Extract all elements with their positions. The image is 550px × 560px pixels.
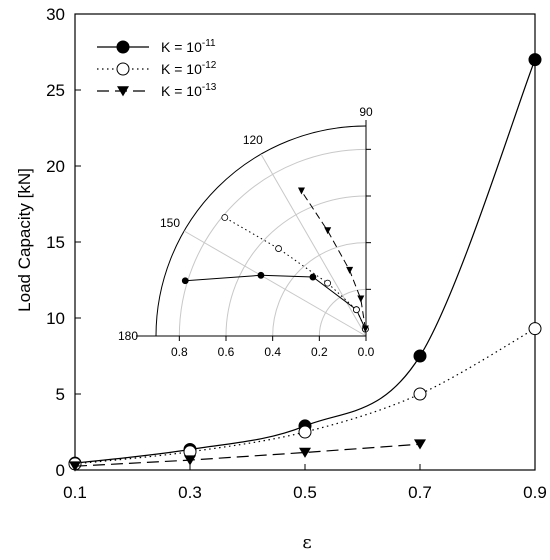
- axes-layer: 0.1 0.3 0.5 0.7 0.9 0 5 10 15 20 25 30: [46, 5, 547, 502]
- legend-exponent: -12: [202, 60, 217, 71]
- series-layer: [68, 53, 542, 472]
- legend-label: K = 10-11: [161, 38, 216, 55]
- data-point-triangle: [117, 86, 129, 97]
- legend: K = 10-11 K = 10-12 K = 10-13: [97, 38, 217, 99]
- polar-series-marker: [257, 271, 265, 279]
- polar-series-marker: [221, 214, 229, 221]
- polar-angle-label: 90: [359, 105, 373, 119]
- data-point-triangle: [299, 447, 311, 458]
- data-point-open-circle: [298, 425, 312, 439]
- polar-radial-label: 0.6: [218, 345, 235, 359]
- y-axis-title: Load Capacity [kN]: [15, 168, 34, 312]
- x-tick-label: 0.7: [408, 483, 432, 502]
- plot-frame: [74, 13, 536, 471]
- series-line: [74, 59, 536, 464]
- polar-angle-label: 120: [243, 133, 263, 147]
- polar-angle-label: 150: [160, 216, 180, 230]
- series-line: [74, 328, 536, 465]
- polar-series-marker: [297, 187, 305, 195]
- data-point-filled-circle: [528, 53, 542, 67]
- data-point-open-circle: [116, 62, 130, 76]
- series-line: [74, 443, 421, 467]
- y-tick-label: 30: [46, 5, 65, 24]
- y-tick-label: 25: [46, 81, 65, 100]
- y-tick-label: 15: [46, 233, 65, 252]
- polar-series-marker: [357, 295, 365, 303]
- polar-series-marker: [324, 279, 331, 287]
- polar-grid-circle: [178, 148, 367, 337]
- polar-series-marker: [309, 273, 317, 281]
- polar-inset: 0.8 0.6 0.4 0.2 0.0 90 120 150 180: [118, 105, 375, 359]
- polar-series-line: [224, 217, 366, 330]
- y-tick-label: 20: [46, 157, 65, 176]
- polar-radial-label: 0.0: [358, 345, 375, 359]
- y-tick-label: 0: [56, 461, 65, 480]
- y-tick-label: 10: [46, 309, 65, 328]
- polar-radial-label: 0.4: [264, 345, 281, 359]
- data-point-open-circle: [528, 322, 542, 336]
- polar-series-marker: [181, 277, 189, 285]
- polar-series-marker: [346, 266, 354, 274]
- polar-radial-label: 0.2: [311, 345, 328, 359]
- x-tick-label: 0.9: [523, 483, 547, 502]
- x-tick-label: 0.5: [293, 483, 317, 502]
- polar-series-marker: [324, 227, 332, 235]
- legend-label: K = 10-12: [161, 60, 217, 77]
- polar-angle-label: 180: [118, 329, 138, 343]
- legend-exponent: -13: [202, 82, 217, 93]
- legend-label: K = 10-13: [161, 82, 217, 99]
- polar-grid-circle: [272, 242, 367, 337]
- polar-grid-circle: [225, 195, 367, 337]
- data-point-open-circle: [413, 387, 427, 401]
- polar-outer-arc: [155, 125, 367, 337]
- x-tick-label: 0.1: [63, 483, 87, 502]
- polar-series-marker: [275, 245, 282, 252]
- y-tick-label: 5: [56, 385, 65, 404]
- data-point-filled-circle: [116, 40, 130, 54]
- polar-radial-label: 0.8: [171, 345, 188, 359]
- polar-grid-spoke: [183, 230, 367, 337]
- x-tick-label: 0.3: [178, 483, 202, 502]
- x-axis-title: ε: [302, 532, 311, 553]
- data-point-triangle: [184, 455, 196, 466]
- polar-series-marker: [353, 306, 360, 314]
- data-point-triangle: [69, 461, 81, 472]
- data-point-triangle: [414, 439, 426, 450]
- data-point-filled-circle: [413, 349, 427, 363]
- legend-exponent: -11: [202, 38, 216, 49]
- polar-grid-spoke: [260, 153, 367, 337]
- polar-series-marker: [361, 325, 369, 333]
